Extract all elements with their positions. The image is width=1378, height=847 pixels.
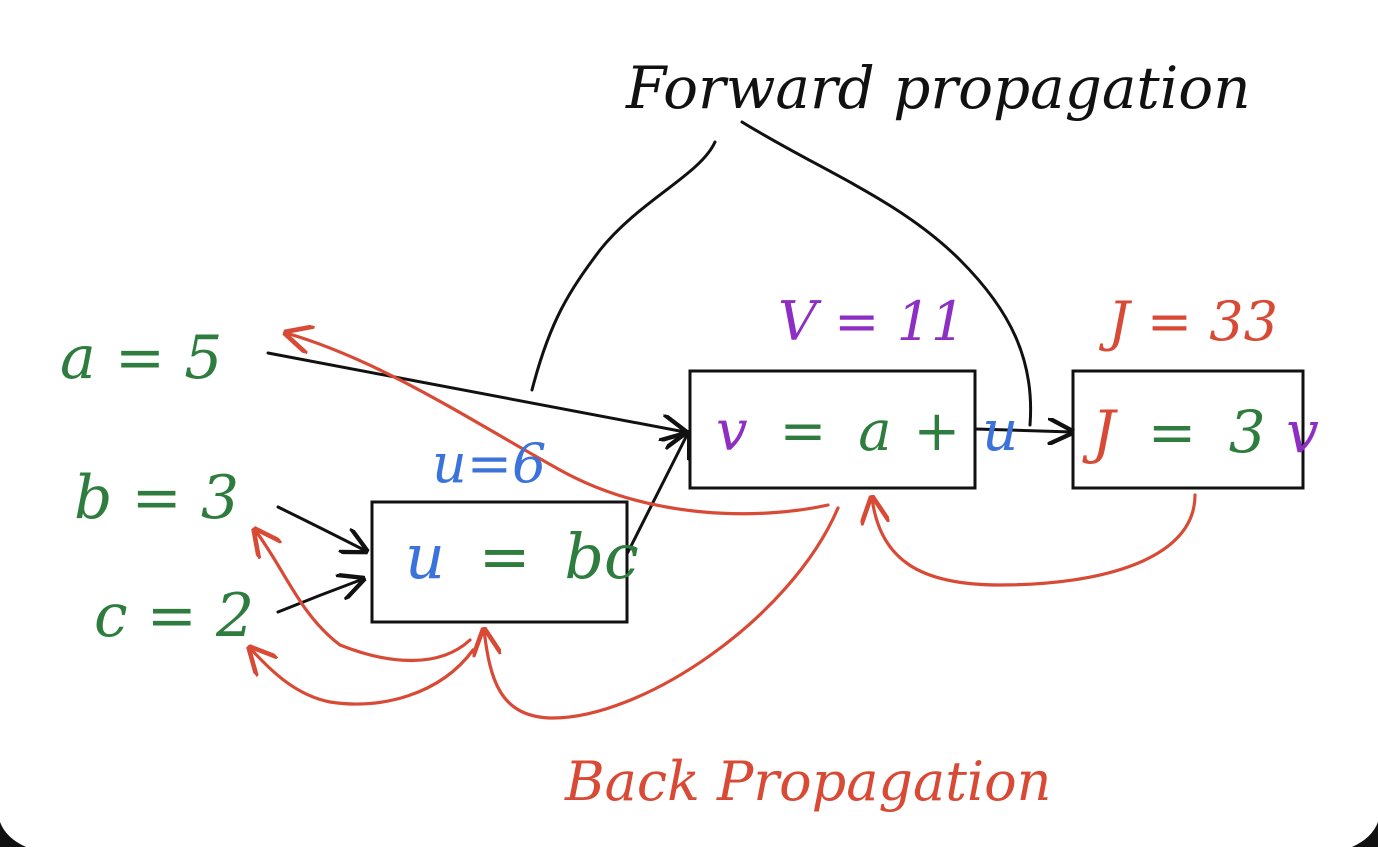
node-v-expression: v = a + u	[716, 399, 1018, 464]
edge-b-to-u	[276, 505, 366, 551]
forward-propagation-label: Forward propagation	[625, 54, 1251, 122]
node-j-expression: J = 3 v	[1082, 398, 1319, 466]
back-edge-v-to-u	[484, 506, 840, 720]
edge-a-to-v	[266, 351, 685, 432]
node-v-lhs: v	[716, 399, 748, 464]
back-edge-u-to-b	[255, 530, 472, 663]
input-b: b = 3	[74, 463, 239, 533]
node-u-box	[370, 500, 629, 624]
node-u-expression: u = bc	[405, 520, 639, 593]
bottom-frame-edge-right	[1352, 822, 1378, 847]
forward-brace-right	[740, 120, 1033, 427]
input-a: a = 5	[60, 323, 222, 393]
back-edge-j-to-v	[872, 495, 1197, 587]
back-propagation-label: Back Propagation	[564, 750, 1051, 813]
edge-u-to-v	[625, 433, 688, 556]
node-u-lhs: u	[405, 520, 445, 593]
bottom-frame-edge	[0, 822, 26, 847]
node-j-v: v	[1286, 398, 1319, 466]
input-c: c = 2	[94, 581, 254, 651]
v-value-label: V = 11	[778, 290, 965, 353]
back-edge-u-to-c	[250, 648, 475, 706]
edge-v-to-j	[974, 429, 1072, 432]
node-u-rhs: bc	[564, 520, 638, 593]
node-v-eq: =	[779, 399, 826, 464]
node-j-coef: 3	[1229, 398, 1266, 466]
node-j-box	[1071, 369, 1305, 490]
node-j-eq: =	[1148, 398, 1197, 466]
node-v-u: u	[982, 399, 1018, 464]
back-edge-v-to-a	[286, 333, 830, 516]
forward-brace-left	[530, 140, 717, 392]
edge-c-to-u	[276, 579, 363, 614]
node-v-a: a	[858, 399, 891, 464]
node-v-box	[688, 369, 977, 490]
node-u-eq: =	[479, 520, 531, 593]
node-v-plus: +	[913, 399, 960, 464]
u-value-label: u=6	[432, 432, 546, 495]
j-value-label: J = 33	[1098, 290, 1278, 353]
